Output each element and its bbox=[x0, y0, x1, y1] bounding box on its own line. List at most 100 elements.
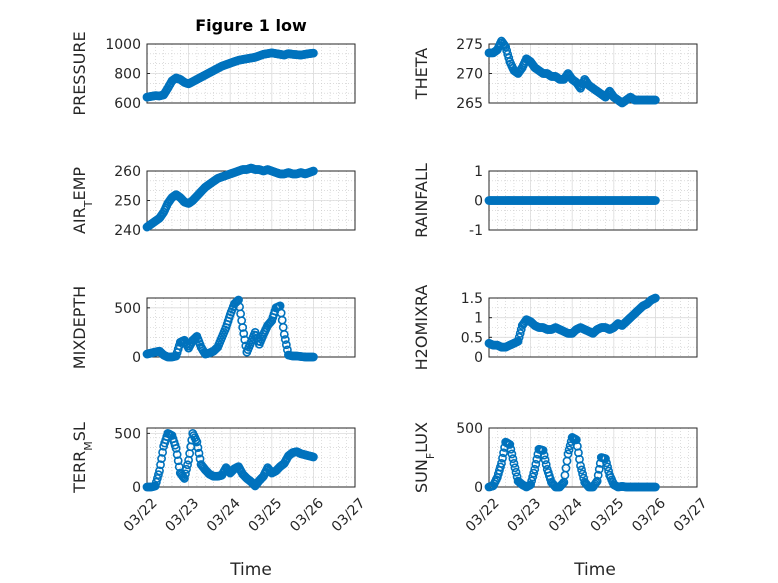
data-point bbox=[531, 459, 541, 469]
y-axis-label-part: MIXDEPTH bbox=[70, 286, 89, 369]
y-tick-label: 0 bbox=[474, 480, 483, 496]
data-point bbox=[603, 462, 612, 472]
data-point bbox=[511, 467, 521, 477]
data-point bbox=[557, 480, 567, 490]
y-tick-label: 250 bbox=[114, 194, 141, 210]
y-tick-label: 600 bbox=[114, 96, 141, 112]
axes-background bbox=[489, 428, 697, 487]
y-tick-label: 265 bbox=[456, 96, 483, 112]
data-point bbox=[651, 196, 660, 205]
data-point bbox=[530, 464, 540, 474]
data-point bbox=[279, 329, 289, 339]
y-tick-label: 800 bbox=[114, 67, 141, 83]
series-points bbox=[142, 295, 318, 362]
data-point bbox=[513, 336, 523, 346]
data-point bbox=[281, 340, 291, 350]
y-axis-label: TERRMSL bbox=[70, 422, 95, 494]
y-axis-label: H2OMIXRA bbox=[412, 285, 431, 371]
data-point bbox=[239, 329, 249, 339]
series-points bbox=[484, 293, 660, 352]
x-tick-label: 03/23 bbox=[162, 495, 202, 535]
data-point bbox=[576, 461, 585, 471]
axes-frame bbox=[488, 297, 698, 358]
y-tick-label: 0 bbox=[474, 350, 483, 366]
y-tick-label: -1 bbox=[469, 223, 483, 239]
y-axis-label-part: F bbox=[424, 453, 437, 459]
data-point bbox=[516, 325, 526, 334]
data-point bbox=[540, 455, 550, 465]
data-point bbox=[558, 479, 568, 488]
data-point bbox=[499, 448, 508, 458]
x-tick-label: 03/24 bbox=[546, 495, 586, 535]
data-point bbox=[651, 95, 660, 105]
data-point bbox=[183, 460, 192, 470]
data-point bbox=[154, 470, 163, 480]
data-point bbox=[527, 476, 537, 486]
data-point bbox=[498, 453, 507, 463]
y-axis-label-part: LUX bbox=[412, 422, 431, 453]
series-points bbox=[142, 428, 318, 492]
data-point bbox=[308, 48, 318, 58]
figure-title: Figure 1 low bbox=[195, 16, 307, 35]
y-axis-label-part: PRESSURE bbox=[70, 31, 89, 115]
data-point bbox=[528, 472, 538, 482]
data-point bbox=[507, 449, 517, 459]
data-point bbox=[526, 480, 535, 490]
y-axis-label-part: T bbox=[82, 200, 95, 208]
data-point bbox=[266, 317, 276, 327]
x-tick-label: 03/26 bbox=[629, 495, 669, 535]
y-axis-label-part: TERR bbox=[70, 451, 89, 494]
data-point bbox=[564, 445, 574, 455]
y-tick-label: 500 bbox=[114, 301, 141, 317]
y-axis-label-part: EMP bbox=[70, 167, 89, 201]
data-point bbox=[155, 466, 164, 476]
data-point bbox=[594, 464, 604, 474]
data-point bbox=[181, 469, 190, 479]
y-tick-label: 1 bbox=[474, 311, 483, 327]
data-point bbox=[308, 352, 318, 362]
y-tick-label: 0 bbox=[132, 480, 141, 496]
y-tick-label: 1 bbox=[474, 164, 483, 180]
data-point bbox=[497, 458, 506, 468]
data-point bbox=[238, 323, 248, 332]
data-point bbox=[193, 443, 203, 452]
y-tick-label: 500 bbox=[456, 421, 483, 437]
data-point bbox=[194, 448, 204, 458]
series-points bbox=[484, 433, 660, 492]
panel-air_temp: 240 250 260 AIRTEMP bbox=[70, 163, 356, 239]
data-point bbox=[182, 464, 191, 474]
panel-rainfall: -1 0 1 RAINFALL bbox=[412, 163, 698, 239]
x-tick-label: 03/22 bbox=[463, 495, 503, 535]
data-point bbox=[150, 481, 160, 491]
data-point bbox=[601, 454, 610, 464]
series-points bbox=[142, 163, 318, 232]
data-point bbox=[577, 465, 586, 475]
y-axis-label: AIRTEMP bbox=[70, 167, 95, 234]
data-point bbox=[174, 462, 184, 472]
data-point bbox=[539, 450, 549, 460]
data-point bbox=[651, 482, 660, 492]
x-axis-label-right: Time bbox=[573, 560, 616, 580]
y-tick-label: 270 bbox=[456, 67, 483, 83]
data-point bbox=[651, 293, 660, 303]
y-axis-label-part: RAINFALL bbox=[412, 163, 431, 238]
x-tick-label: 03/25 bbox=[246, 495, 286, 535]
data-point bbox=[173, 456, 183, 466]
data-point bbox=[158, 448, 167, 457]
data-point bbox=[152, 474, 162, 483]
y-axis-label: PRESSURE bbox=[70, 31, 89, 115]
data-point bbox=[602, 458, 611, 468]
data-point bbox=[156, 460, 165, 470]
y-axis-label-part: H2OMIXRA bbox=[412, 285, 431, 371]
data-point bbox=[529, 468, 539, 478]
data-point bbox=[506, 444, 516, 454]
x-tick-label: 03/27 bbox=[671, 495, 711, 535]
panel-terr_msl: 0 500 03/22 03/23 03/24 03/25 03/26 03/27 TERRMS… bbox=[70, 422, 369, 535]
x-tick-label: 03/27 bbox=[329, 495, 369, 535]
data-point bbox=[532, 454, 542, 464]
x-tick-label: 03/23 bbox=[504, 495, 544, 535]
y-tick-label: 240 bbox=[114, 223, 141, 239]
data-point bbox=[509, 458, 519, 468]
